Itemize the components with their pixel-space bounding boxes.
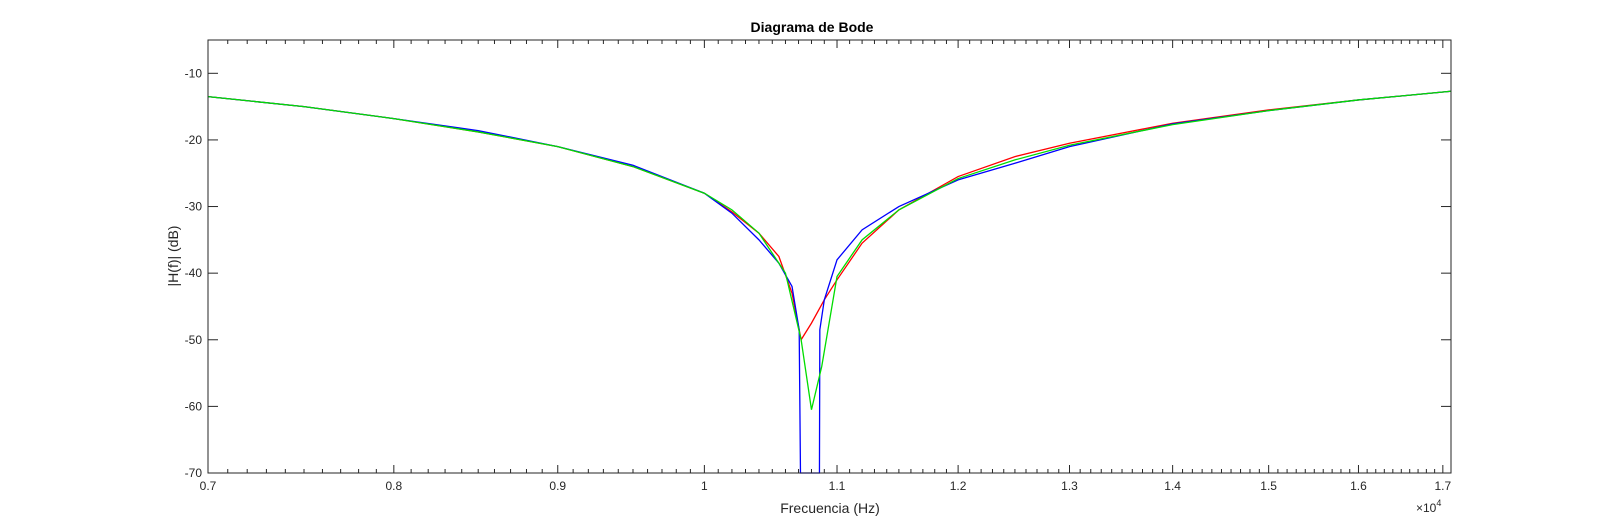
y-tick-label: -40 [185, 266, 203, 280]
y-tick-label: -50 [185, 333, 203, 347]
x-tick-label: 1 [701, 479, 708, 493]
x-tick-label: 1.3 [1061, 479, 1078, 493]
x-tick-label: 0.7 [200, 479, 217, 493]
x-tick-label: 1.6 [1350, 479, 1367, 493]
tick-layer: 0.7 0.8 0.9 1 1.1 1.2 1.3 1.4 1.5 1.6 1.7 -10 -20 -30… [185, 40, 1452, 493]
y-tick-label: -20 [185, 133, 203, 147]
x-tick-label: 0.8 [385, 479, 402, 493]
x-axis-label: Frecuencia (Hz) [780, 500, 880, 516]
x-tick-label: 1.5 [1260, 479, 1277, 493]
x-exponent-power: 4 [1436, 498, 1441, 508]
y-tick-label: -10 [185, 66, 203, 80]
plot-area [208, 40, 1451, 473]
axes-box [207, 39, 1452, 474]
y-tick-label: -30 [185, 200, 203, 214]
x-tick-label: 0.9 [549, 479, 566, 493]
x-tick-label: 1.7 [1434, 479, 1451, 493]
x-axis-exponent: ×104 [1416, 498, 1441, 515]
y-axis-label: |H(f)| (dB) [165, 226, 181, 287]
x-tick-label: 1.2 [950, 479, 967, 493]
x-tick-label: 1.1 [829, 479, 846, 493]
x-exponent-base: ×10 [1416, 501, 1437, 515]
y-tick-label: -60 [185, 399, 203, 413]
chart-title: Diagrama de Bode [751, 19, 874, 35]
x-tick-label: 1.4 [1164, 479, 1181, 493]
y-tick-label: -70 [185, 466, 203, 480]
series-line-3 [207, 90, 1452, 410]
